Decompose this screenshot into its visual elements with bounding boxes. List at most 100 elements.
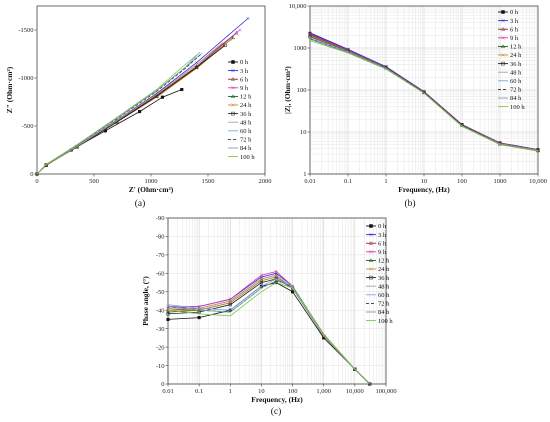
legend-marker xyxy=(231,111,235,116)
y-tick-label: 1 xyxy=(303,171,306,178)
data-point xyxy=(35,172,39,176)
legend: 0 h 3 h6 h 9 h 12 h24 h 36 h48 h 60 h 72 h84 h… xyxy=(498,9,525,111)
y-tick-label: -20 xyxy=(156,344,165,351)
legend-label: 0 h xyxy=(240,59,249,66)
legend-label: 60 h xyxy=(510,78,522,85)
data-point xyxy=(291,290,295,294)
y-axis-label: |Z|, (Ohm·cm²) xyxy=(283,66,292,114)
data-point xyxy=(197,310,201,314)
x-axis-label: Frequency, (Hz) xyxy=(251,395,303,404)
chart-1: 0.01 0.1 1 10 100 1000 10,000 1 10 100 1000 10,000 F… xyxy=(283,3,547,209)
data-point xyxy=(308,35,312,39)
chart-0: 0 500 1000 1500 2000 0 -500 -1000 -1500 Z' (Ohm·c… xyxy=(5,5,272,209)
x-tick-label: 500 xyxy=(89,178,99,185)
panel-label: (a) xyxy=(135,198,146,209)
x-tick-label: 100 xyxy=(457,178,467,185)
y-tick-label: -1500 xyxy=(18,27,33,34)
data-point xyxy=(160,95,164,99)
legend-label: 12 h xyxy=(510,44,522,51)
legend-marker xyxy=(500,44,506,48)
data-point xyxy=(195,65,199,69)
x-tick-label: 0.01 xyxy=(304,178,315,185)
y-tick-label: 100 xyxy=(297,87,307,94)
legend-label: 0 h xyxy=(378,223,387,230)
data-point xyxy=(180,87,184,92)
y-axis-label: Z" (Ohm·cm²) xyxy=(5,66,14,113)
series-line xyxy=(167,274,370,385)
legend-label: 100 h xyxy=(510,104,525,111)
legend-marker xyxy=(230,94,236,98)
legend-label: 0 h xyxy=(510,9,519,16)
legend-label: 48 h xyxy=(378,283,390,290)
legend-label: 60 h xyxy=(378,292,390,299)
y-tick-label: -40 xyxy=(156,307,165,314)
y-tick-label: 0 xyxy=(161,381,164,388)
legend-label: 48 h xyxy=(240,119,252,126)
legend-label: 36 h xyxy=(510,61,522,68)
legend-label: 6 h xyxy=(510,26,519,33)
legend-label: 9 h xyxy=(240,85,249,92)
y-tick-label: -70 xyxy=(156,252,165,259)
series-line xyxy=(167,280,370,385)
legend-marker xyxy=(500,26,506,31)
chart-2: 0.01 0.1 1 10 100 1,000 10,000 100,000 0 -10 -20 -3… xyxy=(141,215,397,417)
legend-marker xyxy=(369,275,373,280)
y-tick-label: -50 xyxy=(156,289,165,296)
x-tick-label: 2000 xyxy=(259,178,272,185)
y-tick-label: -30 xyxy=(156,326,165,333)
legend-marker xyxy=(231,68,235,73)
data-point xyxy=(353,367,357,371)
x-tick-label: 10,000 xyxy=(529,178,547,185)
data-point xyxy=(166,309,170,314)
x-tick-label: 100 xyxy=(288,388,298,395)
legend-marker xyxy=(501,10,505,14)
x-tick-label: 1 xyxy=(229,388,232,395)
x-tick-label: 0.1 xyxy=(195,388,203,395)
x-tick-label: 1000 xyxy=(494,178,507,185)
series-line xyxy=(167,280,370,385)
data-point xyxy=(368,382,372,386)
series-line xyxy=(168,276,370,385)
legend-label: 100 h xyxy=(240,154,255,161)
x-tick-label: 0.01 xyxy=(162,388,173,395)
y-tick-label: 10 xyxy=(300,129,307,136)
legend-label: 72 h xyxy=(510,87,522,94)
legend-label: 84 h xyxy=(378,309,390,316)
data-point xyxy=(259,281,263,285)
data-point xyxy=(246,16,250,21)
x-axis-label: Z' (Ohm·cm²) xyxy=(129,185,174,194)
legend-label: 60 h xyxy=(240,128,252,135)
y-tick-label: -90 xyxy=(156,215,165,222)
legend-label: 6 h xyxy=(378,240,387,247)
data-point xyxy=(274,269,278,274)
legend-label: 9 h xyxy=(378,249,387,256)
series-line xyxy=(168,274,370,385)
series-line xyxy=(167,278,370,385)
data-point xyxy=(197,304,201,309)
series-line xyxy=(309,40,539,152)
y-tick-label: 0 xyxy=(30,171,33,178)
y-tick-label: -60 xyxy=(156,271,165,278)
y-tick-label: -80 xyxy=(156,234,165,241)
panel-label: (c) xyxy=(271,406,282,417)
data-point xyxy=(138,110,142,114)
legend-marker xyxy=(501,36,505,40)
data-point xyxy=(274,277,278,281)
data-point xyxy=(155,95,159,99)
series-line xyxy=(36,89,182,175)
legend: 0 h 3 h6 h 9 h 12 h24 h 36 h48 h 60 h 72 h84 h… xyxy=(366,223,393,325)
legend-label: 12 h xyxy=(378,258,390,265)
legend-marker xyxy=(369,250,373,254)
legend-label: 12 h xyxy=(240,94,252,101)
legend-label: 72 h xyxy=(378,301,390,308)
series-line xyxy=(167,276,370,385)
data-point xyxy=(234,30,239,35)
series-line xyxy=(36,53,202,175)
legend-label: 84 h xyxy=(240,145,252,152)
y-tick-label: -500 xyxy=(22,123,34,130)
legend-label: 6 h xyxy=(240,76,249,83)
legend-marker xyxy=(369,232,373,237)
data-point xyxy=(228,303,232,307)
legend-label: 9 h xyxy=(510,35,519,42)
